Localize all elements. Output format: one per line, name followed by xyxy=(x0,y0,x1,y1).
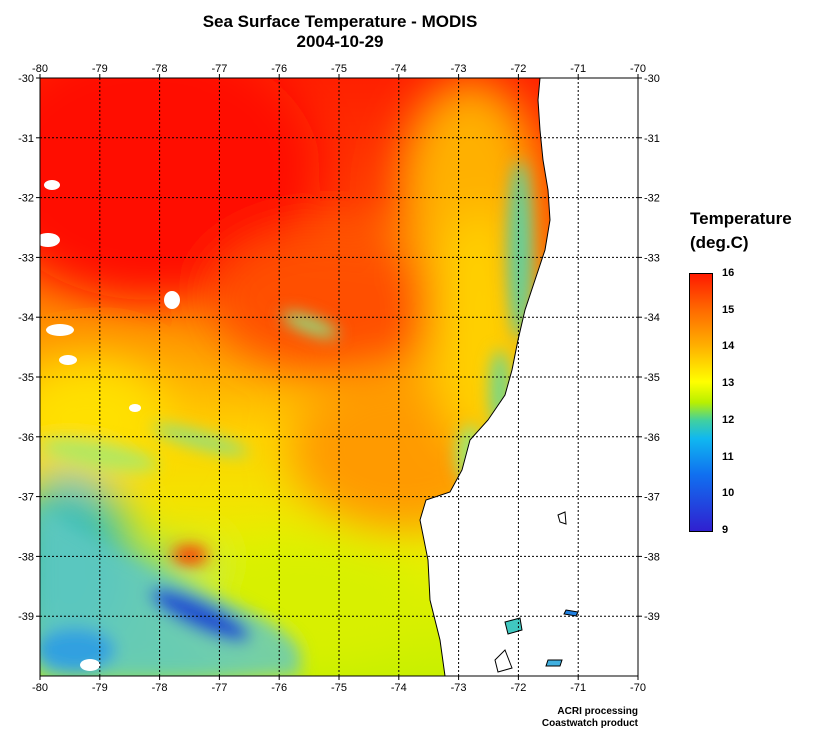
colorbar-label: 9 xyxy=(722,524,729,536)
lat-tick-label-right: -37 xyxy=(644,492,660,504)
lat-tick-label-left: -38 xyxy=(18,551,34,563)
colorbar-label: 16 xyxy=(722,267,735,279)
legend-title: Temperature xyxy=(690,209,792,228)
lon-tick-label-top: -70 xyxy=(630,63,646,75)
legend-units: (deg.C) xyxy=(690,233,749,252)
lon-tick-label-top: -74 xyxy=(391,63,407,75)
lat-tick-label-right: -39 xyxy=(644,611,660,623)
colorbar-label: 11 xyxy=(722,450,734,463)
lat-tick-label-right: -36 xyxy=(644,432,660,444)
lon-tick-label-bottom: -75 xyxy=(331,682,347,694)
lon-tick-label-bottom: -79 xyxy=(92,682,108,694)
lon-tick-label-bottom: -74 xyxy=(391,682,407,694)
lat-tick-label-left: -30 xyxy=(18,73,34,85)
lat-tick-label-left: -33 xyxy=(18,252,34,264)
lon-tick-label-bottom: -71 xyxy=(570,682,586,694)
sst-field xyxy=(40,78,638,676)
lat-tick-label-right: -32 xyxy=(644,193,660,205)
colorbar-label: 15 xyxy=(722,303,735,316)
chart-title: Sea Surface Temperature - MODIS xyxy=(202,12,478,31)
lon-tick-label-top: -75 xyxy=(331,63,347,75)
lat-tick-label-left: -36 xyxy=(18,432,34,444)
credit-processing: ACRI processing xyxy=(557,706,638,717)
lon-tick-label-bottom: -80 xyxy=(32,682,48,694)
lat-tick-label-right: -38 xyxy=(644,551,660,563)
axis-ticks: -80 -80 -79 -79 -78 -78 -77 -77 -76 -76 -75 -75 -74 -… xyxy=(18,63,660,694)
lon-tick-label-bottom: -77 xyxy=(211,682,227,694)
lon-tick-label-top: -72 xyxy=(510,63,526,75)
lon-tick-label-bottom: -72 xyxy=(510,682,526,694)
lat-tick-label-left: -32 xyxy=(18,193,34,205)
color-bar xyxy=(689,273,713,532)
colorbar-label: 14 xyxy=(722,340,735,353)
lon-tick-label-top: -76 xyxy=(271,63,287,75)
colorbar-label: 12 xyxy=(722,413,735,426)
lon-tick-label-top: -73 xyxy=(451,63,467,75)
lat-tick-label-left: -39 xyxy=(18,611,34,623)
lon-tick-label-bottom: -73 xyxy=(451,682,467,694)
lon-tick-label-top: -79 xyxy=(92,63,108,75)
lat-tick-label-right: -35 xyxy=(644,372,660,384)
chart-date: 2004-10-29 xyxy=(296,32,384,51)
lon-tick-label-top: -71 xyxy=(570,63,586,75)
colorbar-label: 13 xyxy=(722,377,735,390)
lat-tick-label-left: -34 xyxy=(18,312,34,324)
lat-tick-label-right: -33 xyxy=(644,252,660,264)
lon-tick-label-top: -78 xyxy=(152,63,168,75)
credit-product: Coastwatch product xyxy=(541,718,638,729)
lat-tick-label-left: -35 xyxy=(18,372,34,384)
lat-tick-label-right: -30 xyxy=(644,73,660,85)
lon-tick-label-bottom: -70 xyxy=(630,682,646,694)
lat-tick-label-right: -34 xyxy=(644,312,660,324)
lat-tick-label-left: -31 xyxy=(18,133,34,145)
lon-tick-label-bottom: -78 xyxy=(152,682,168,694)
lat-tick-label-right: -31 xyxy=(644,133,660,145)
lon-tick-label-bottom: -76 xyxy=(271,682,287,694)
lon-tick-label-top: -77 xyxy=(211,63,227,75)
colorbar-label: 10 xyxy=(722,487,735,500)
lon-tick-label-top: -80 xyxy=(32,63,48,75)
lat-tick-label-left: -37 xyxy=(18,492,34,504)
